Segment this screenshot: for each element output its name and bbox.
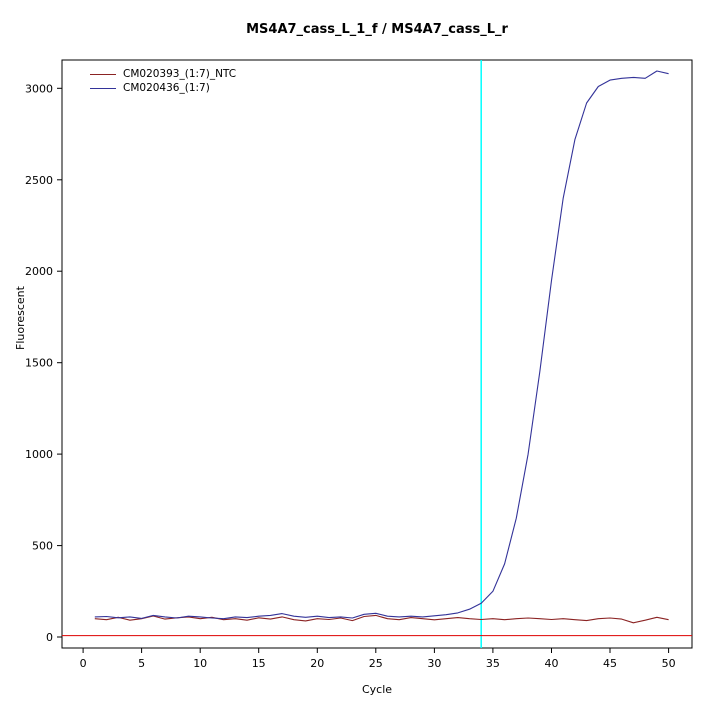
svg-text:30: 30: [427, 657, 441, 670]
legend-item: CM020436_(1:7): [90, 81, 236, 95]
legend-line-icon: [90, 73, 116, 75]
svg-text:45: 45: [603, 657, 617, 670]
svg-text:5: 5: [138, 657, 145, 670]
svg-text:20: 20: [310, 657, 324, 670]
svg-text:1000: 1000: [25, 448, 53, 461]
svg-text:35: 35: [486, 657, 500, 670]
legend-item: CM020393_(1:7)_NTC: [90, 67, 236, 81]
chart-title: MS4A7_cass_L_1_f / MS4A7_cass_L_r: [246, 22, 508, 37]
svg-text:10: 10: [193, 657, 207, 670]
svg-text:50: 50: [662, 657, 676, 670]
svg-text:2000: 2000: [25, 265, 53, 278]
svg-text:1500: 1500: [25, 357, 53, 370]
legend: CM020393_(1:7)_NTC CM020436_(1:7): [86, 65, 240, 97]
legend-label: CM020393_(1:7)_NTC: [123, 68, 237, 80]
x-axis-label: Cycle: [361, 683, 393, 696]
svg-text:40: 40: [545, 657, 559, 670]
svg-text:15: 15: [252, 657, 266, 670]
svg-text:2500: 2500: [25, 174, 53, 187]
svg-text:0: 0: [80, 657, 87, 670]
svg-text:0: 0: [46, 631, 53, 644]
legend-line-icon: [90, 87, 116, 89]
svg-text:3000: 3000: [25, 82, 53, 95]
legend-label: CM020436_(1:7): [123, 82, 210, 94]
svg-text:500: 500: [32, 540, 53, 553]
svg-text:25: 25: [369, 657, 383, 670]
